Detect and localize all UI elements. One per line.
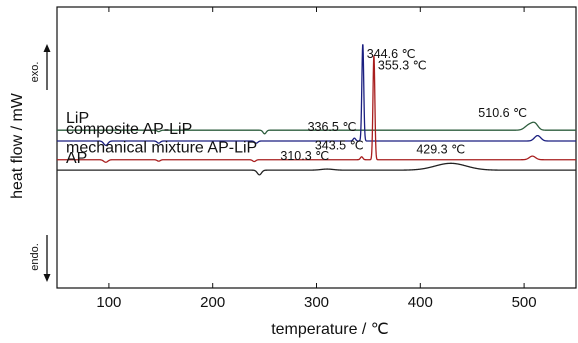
series-label-ap: AP <box>66 150 87 167</box>
peak-annotation: 343.5 ℃ <box>315 139 364 153</box>
series-line-composite-ap-lip <box>57 44 576 146</box>
peak-annotation: 429.3 ℃ <box>416 142 465 156</box>
exo-indicator: exo. <box>29 44 51 90</box>
x-axis-ticks: 100 200 300 400 500 <box>96 7 537 311</box>
series-label-mechanical-mixture-ap-lip: mechanical mixture AP-LiP <box>66 140 257 157</box>
series-layer <box>57 44 576 176</box>
peak-annotation: 336.5 ℃ <box>308 120 357 134</box>
series-label-composite-ap-lip: composite AP-LiP <box>66 121 192 138</box>
endo-indicator: endo. <box>29 235 51 282</box>
x-tick-label: 500 <box>512 294 537 311</box>
peak-annotation: 355.3 ℃ <box>378 58 427 72</box>
x-axis-title: temperature / ℃ <box>271 321 389 338</box>
exo-label: exo. <box>29 62 41 83</box>
endo-arrowhead-icon <box>43 274 51 282</box>
y-axis-title: heat flow / mW <box>9 92 26 199</box>
x-tick-label: 100 <box>96 294 121 311</box>
endo-label: endo. <box>29 243 41 271</box>
series-line-ap <box>57 162 576 176</box>
series-line-mechanical-mixture-ap-lip <box>57 55 576 163</box>
x-tick-label: 300 <box>304 294 329 311</box>
peak-annotation: 310.3 ℃ <box>280 149 329 163</box>
peak-annotation: 510.6 ℃ <box>478 106 527 120</box>
peak-annotation: 344.6 ℃ <box>367 47 416 61</box>
series-line-lip <box>57 121 576 135</box>
x-tick-label: 200 <box>200 294 225 311</box>
exo-arrowhead-icon <box>43 44 51 52</box>
x-tick-label: 400 <box>408 294 433 311</box>
series-label-lip: LiP <box>66 110 89 127</box>
